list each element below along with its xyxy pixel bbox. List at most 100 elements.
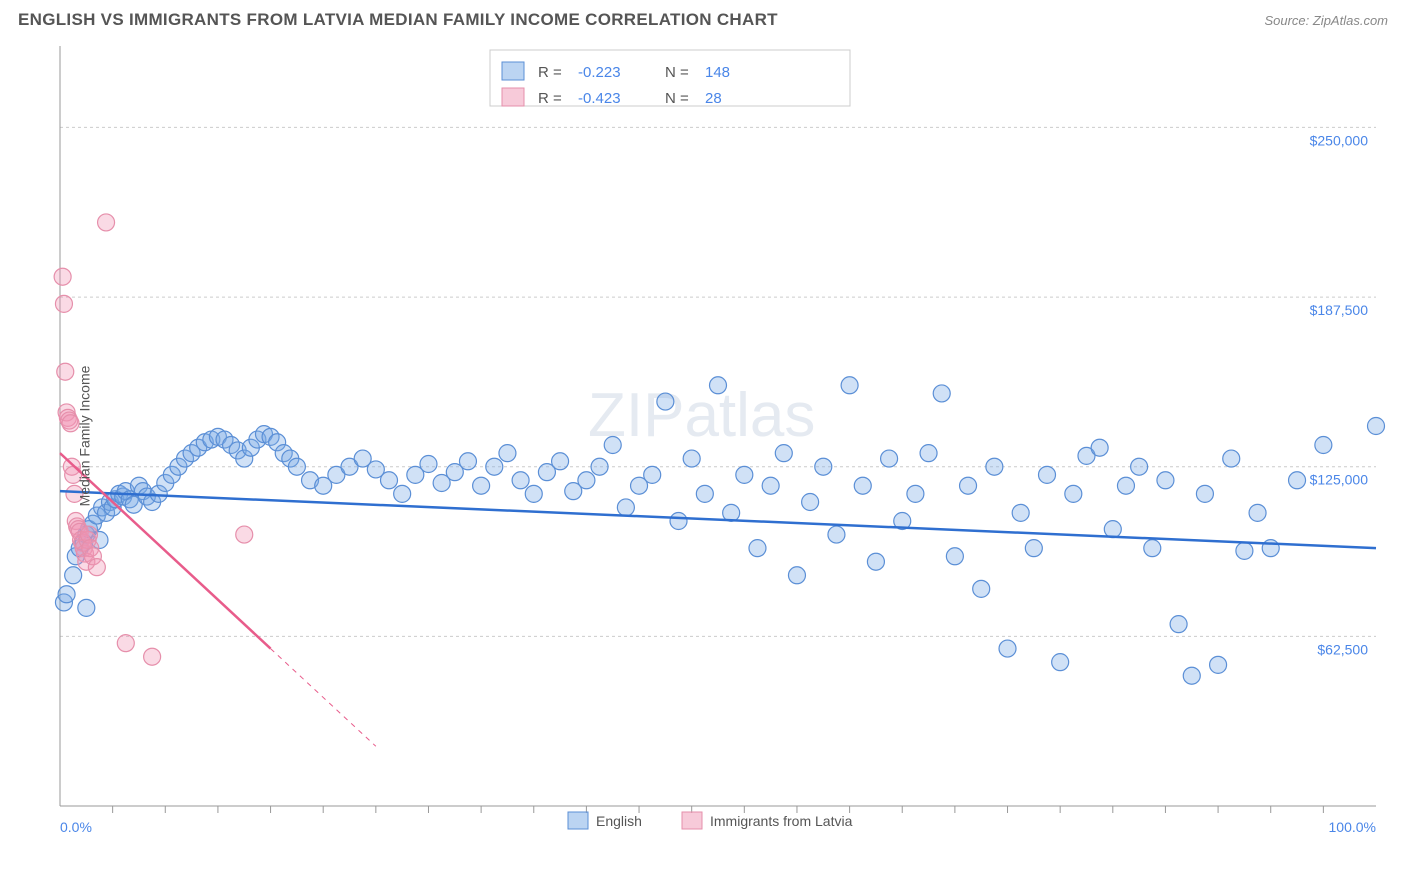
scatter-point — [604, 437, 621, 454]
svg-text:$187,500: $187,500 — [1310, 302, 1369, 318]
scatter-point — [552, 453, 569, 470]
chart-source: Source: ZipAtlas.com — [1264, 13, 1388, 28]
scatter-point — [788, 567, 805, 584]
scatter-point — [802, 494, 819, 511]
scatter-point — [1196, 485, 1213, 502]
scatter-point — [57, 363, 74, 380]
scatter-point — [920, 445, 937, 462]
svg-text:0.0%: 0.0% — [60, 819, 92, 835]
chart-header: ENGLISH VS IMMIGRANTS FROM LATVIA MEDIAN… — [0, 0, 1406, 36]
scatter-point — [1368, 418, 1385, 435]
scatter-point — [999, 640, 1016, 657]
legend-swatch — [502, 88, 524, 106]
scatter-point — [117, 635, 134, 652]
svg-text:28: 28 — [705, 90, 722, 107]
legend-swatch — [568, 812, 588, 829]
scatter-point — [88, 559, 105, 576]
scatter-point — [54, 268, 71, 285]
scatter-point — [98, 214, 115, 231]
svg-text:N =: N = — [665, 64, 689, 81]
scatter-point — [1170, 616, 1187, 633]
legend-swatch — [682, 812, 702, 829]
scatter-point — [670, 513, 687, 530]
y-axis-label: Median Family Income — [76, 366, 92, 507]
scatter-point — [736, 466, 753, 483]
svg-text:R =: R = — [538, 90, 562, 107]
scatter-chart: $62,500 $125,000 $187,500 $250,000 ZIPatlas 0… — [50, 36, 1386, 836]
scatter-point — [1065, 485, 1082, 502]
scatter-point — [459, 453, 476, 470]
scatter-point — [1131, 458, 1148, 475]
scatter-point — [58, 586, 75, 603]
scatter-point — [236, 526, 253, 543]
scatter-point — [644, 466, 661, 483]
scatter-point — [1315, 437, 1332, 454]
scatter-point — [749, 540, 766, 557]
scatter-point — [1104, 521, 1121, 538]
scatter-point — [55, 295, 72, 312]
legend-label: Immigrants from Latvia — [710, 813, 853, 829]
scatter-point — [1039, 466, 1056, 483]
scatter-point — [420, 456, 437, 473]
scatter-point — [381, 472, 398, 489]
regression-line-latvia-dashed — [271, 649, 376, 747]
legend-swatch — [502, 62, 524, 80]
scatter-point — [986, 458, 1003, 475]
scatter-point — [683, 450, 700, 467]
svg-text:-0.223: -0.223 — [578, 64, 621, 81]
scatter-point — [841, 377, 858, 394]
scatter-point — [1157, 472, 1174, 489]
scatter-point — [1223, 450, 1240, 467]
scatter-point — [946, 548, 963, 565]
scatter-point — [486, 458, 503, 475]
scatter-point — [1091, 439, 1108, 456]
scatter-point — [1289, 472, 1306, 489]
chart-area: Median Family Income $62,500 $125,000 $187… — [50, 36, 1386, 836]
scatter-point — [854, 477, 871, 494]
svg-text:$125,000: $125,000 — [1310, 472, 1369, 488]
scatter-point — [867, 553, 884, 570]
scatter-point — [1183, 667, 1200, 684]
scatter-point — [512, 472, 529, 489]
scatter-point — [394, 485, 411, 502]
scatter-point — [881, 450, 898, 467]
chart-title: ENGLISH VS IMMIGRANTS FROM LATVIA MEDIAN… — [18, 10, 778, 30]
svg-text:N =: N = — [665, 90, 689, 107]
scatter-point — [933, 385, 950, 402]
scatter-point — [1249, 504, 1266, 521]
svg-text:ZIPatlas: ZIPatlas — [588, 381, 815, 450]
scatter-point — [578, 472, 595, 489]
scatter-point — [65, 567, 82, 584]
scatter-point — [525, 485, 542, 502]
svg-text:$62,500: $62,500 — [1317, 641, 1368, 657]
scatter-point — [828, 526, 845, 543]
scatter-point — [815, 458, 832, 475]
scatter-point — [775, 445, 792, 462]
scatter-point — [1052, 654, 1069, 671]
svg-text:R =: R = — [538, 64, 562, 81]
scatter-point — [144, 648, 161, 665]
scatter-point — [973, 580, 990, 597]
scatter-point — [1210, 656, 1227, 673]
scatter-point — [617, 499, 634, 516]
scatter-point — [1144, 540, 1161, 557]
legend-label: English — [596, 813, 642, 829]
scatter-point — [78, 599, 95, 616]
scatter-point — [473, 477, 490, 494]
scatter-point — [591, 458, 608, 475]
svg-text:$250,000: $250,000 — [1310, 132, 1369, 148]
scatter-point — [762, 477, 779, 494]
scatter-point — [710, 377, 727, 394]
scatter-point — [960, 477, 977, 494]
svg-text:148: 148 — [705, 64, 730, 81]
scatter-point — [696, 485, 713, 502]
scatter-point — [907, 485, 924, 502]
svg-text:-0.423: -0.423 — [578, 90, 621, 107]
scatter-point — [288, 458, 305, 475]
scatter-point — [1236, 542, 1253, 559]
scatter-point — [499, 445, 516, 462]
scatter-point — [657, 393, 674, 410]
svg-text:100.0%: 100.0% — [1329, 819, 1376, 835]
scatter-point — [1012, 504, 1029, 521]
scatter-point — [1025, 540, 1042, 557]
